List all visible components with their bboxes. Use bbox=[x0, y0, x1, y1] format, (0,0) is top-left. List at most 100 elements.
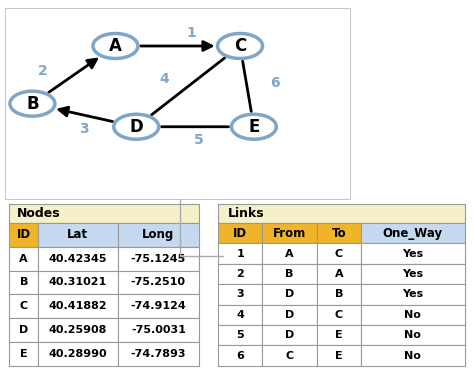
FancyBboxPatch shape bbox=[118, 247, 199, 271]
Text: Links: Links bbox=[228, 207, 264, 220]
FancyBboxPatch shape bbox=[38, 294, 118, 318]
FancyBboxPatch shape bbox=[9, 247, 38, 271]
Text: ID: ID bbox=[233, 227, 247, 240]
FancyBboxPatch shape bbox=[38, 342, 118, 366]
Text: 40.42345: 40.42345 bbox=[48, 254, 107, 264]
Circle shape bbox=[93, 34, 138, 58]
FancyBboxPatch shape bbox=[218, 325, 263, 345]
FancyBboxPatch shape bbox=[9, 271, 38, 294]
Text: 4: 4 bbox=[236, 310, 244, 320]
Text: 2: 2 bbox=[38, 64, 48, 78]
FancyBboxPatch shape bbox=[218, 284, 263, 305]
FancyBboxPatch shape bbox=[361, 325, 465, 345]
FancyBboxPatch shape bbox=[263, 223, 317, 244]
Text: A: A bbox=[109, 37, 122, 55]
Text: E: E bbox=[248, 118, 260, 136]
Text: 6: 6 bbox=[236, 351, 244, 360]
FancyBboxPatch shape bbox=[218, 244, 263, 264]
Text: 40.25908: 40.25908 bbox=[48, 325, 107, 335]
FancyBboxPatch shape bbox=[263, 264, 317, 284]
FancyBboxPatch shape bbox=[361, 345, 465, 366]
FancyBboxPatch shape bbox=[9, 342, 38, 366]
Circle shape bbox=[114, 114, 159, 139]
Text: 40.41882: 40.41882 bbox=[48, 301, 107, 311]
FancyBboxPatch shape bbox=[263, 244, 317, 264]
Text: E: E bbox=[20, 349, 27, 359]
Text: A: A bbox=[335, 269, 343, 279]
FancyBboxPatch shape bbox=[118, 342, 199, 366]
Text: -74.7893: -74.7893 bbox=[130, 349, 186, 359]
Text: B: B bbox=[19, 277, 28, 288]
Text: D: D bbox=[285, 310, 294, 320]
Text: ID: ID bbox=[17, 228, 31, 241]
FancyBboxPatch shape bbox=[361, 264, 465, 284]
Text: Yes: Yes bbox=[402, 248, 423, 259]
FancyBboxPatch shape bbox=[317, 325, 361, 345]
Text: C: C bbox=[335, 248, 343, 259]
Text: C: C bbox=[285, 351, 293, 360]
Text: -74.9124: -74.9124 bbox=[130, 301, 186, 311]
Text: C: C bbox=[335, 310, 343, 320]
Text: D: D bbox=[19, 325, 28, 335]
Text: Long: Long bbox=[142, 228, 174, 241]
FancyBboxPatch shape bbox=[361, 284, 465, 305]
FancyBboxPatch shape bbox=[317, 305, 361, 325]
Text: 5: 5 bbox=[237, 330, 244, 340]
FancyBboxPatch shape bbox=[118, 318, 199, 342]
Text: E: E bbox=[335, 351, 343, 360]
Text: C: C bbox=[234, 37, 246, 55]
Text: C: C bbox=[19, 301, 28, 311]
Text: A: A bbox=[19, 254, 28, 264]
Text: One_Way: One_Way bbox=[383, 227, 443, 240]
FancyBboxPatch shape bbox=[218, 345, 263, 366]
FancyBboxPatch shape bbox=[118, 294, 199, 318]
Text: -75.1245: -75.1245 bbox=[131, 254, 186, 264]
Text: -75.2510: -75.2510 bbox=[131, 277, 186, 288]
Text: 1: 1 bbox=[187, 26, 196, 40]
Text: No: No bbox=[404, 310, 421, 320]
Text: A: A bbox=[285, 248, 294, 259]
FancyBboxPatch shape bbox=[361, 244, 465, 264]
FancyBboxPatch shape bbox=[263, 345, 317, 366]
FancyBboxPatch shape bbox=[9, 223, 38, 247]
Text: D: D bbox=[285, 290, 294, 299]
Text: 40.28990: 40.28990 bbox=[48, 349, 107, 359]
FancyBboxPatch shape bbox=[361, 305, 465, 325]
Text: -75.0031: -75.0031 bbox=[131, 325, 186, 335]
FancyBboxPatch shape bbox=[361, 223, 465, 244]
Text: 5: 5 bbox=[194, 133, 203, 147]
FancyBboxPatch shape bbox=[218, 264, 263, 284]
FancyBboxPatch shape bbox=[317, 264, 361, 284]
Text: Nodes: Nodes bbox=[17, 207, 61, 220]
FancyBboxPatch shape bbox=[5, 8, 351, 200]
Text: 3: 3 bbox=[237, 290, 244, 299]
FancyBboxPatch shape bbox=[9, 318, 38, 342]
FancyBboxPatch shape bbox=[9, 294, 38, 318]
Text: B: B bbox=[285, 269, 294, 279]
Text: 1: 1 bbox=[237, 248, 244, 259]
Text: No: No bbox=[404, 351, 421, 360]
Text: From: From bbox=[273, 227, 306, 240]
Text: Lat: Lat bbox=[67, 228, 88, 241]
Text: Yes: Yes bbox=[402, 290, 423, 299]
Text: 2: 2 bbox=[237, 269, 244, 279]
Text: 4: 4 bbox=[159, 72, 169, 86]
FancyBboxPatch shape bbox=[38, 223, 118, 247]
FancyBboxPatch shape bbox=[263, 305, 317, 325]
Text: No: No bbox=[404, 330, 421, 340]
Text: B: B bbox=[335, 290, 343, 299]
Circle shape bbox=[10, 91, 55, 116]
Text: D: D bbox=[129, 118, 143, 136]
Text: To: To bbox=[331, 227, 346, 240]
Text: 6: 6 bbox=[270, 75, 280, 89]
Text: B: B bbox=[26, 95, 39, 113]
FancyBboxPatch shape bbox=[118, 271, 199, 294]
FancyBboxPatch shape bbox=[317, 345, 361, 366]
FancyBboxPatch shape bbox=[9, 204, 199, 223]
Text: E: E bbox=[335, 330, 343, 340]
Circle shape bbox=[218, 34, 263, 58]
FancyBboxPatch shape bbox=[38, 271, 118, 294]
FancyBboxPatch shape bbox=[118, 223, 199, 247]
FancyBboxPatch shape bbox=[317, 284, 361, 305]
Text: Yes: Yes bbox=[402, 269, 423, 279]
